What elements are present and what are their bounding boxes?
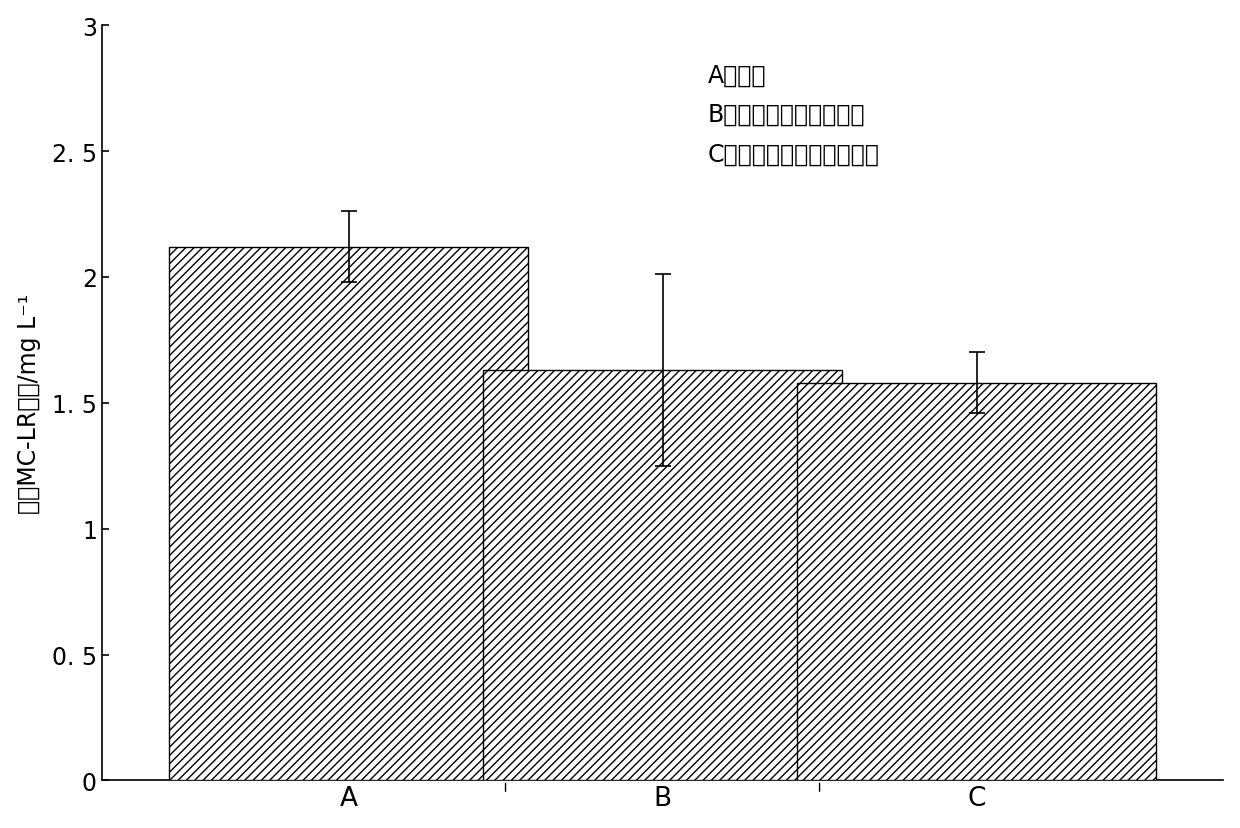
Bar bbox=[169, 248, 528, 781]
Y-axis label: 胞外MC-LR浓度/mg L⁻¹: 胞外MC-LR浓度/mg L⁻¹ bbox=[16, 293, 41, 513]
Text: A：空白
B：加铜绻假单胞菌菌体
C：加铜绻假单胞菌发酵液: A：空白 B：加铜绻假单胞菌菌体 C：加铜绻假单胞菌发酵液 bbox=[707, 64, 879, 166]
Bar bbox=[797, 383, 1156, 781]
Bar bbox=[484, 371, 842, 781]
